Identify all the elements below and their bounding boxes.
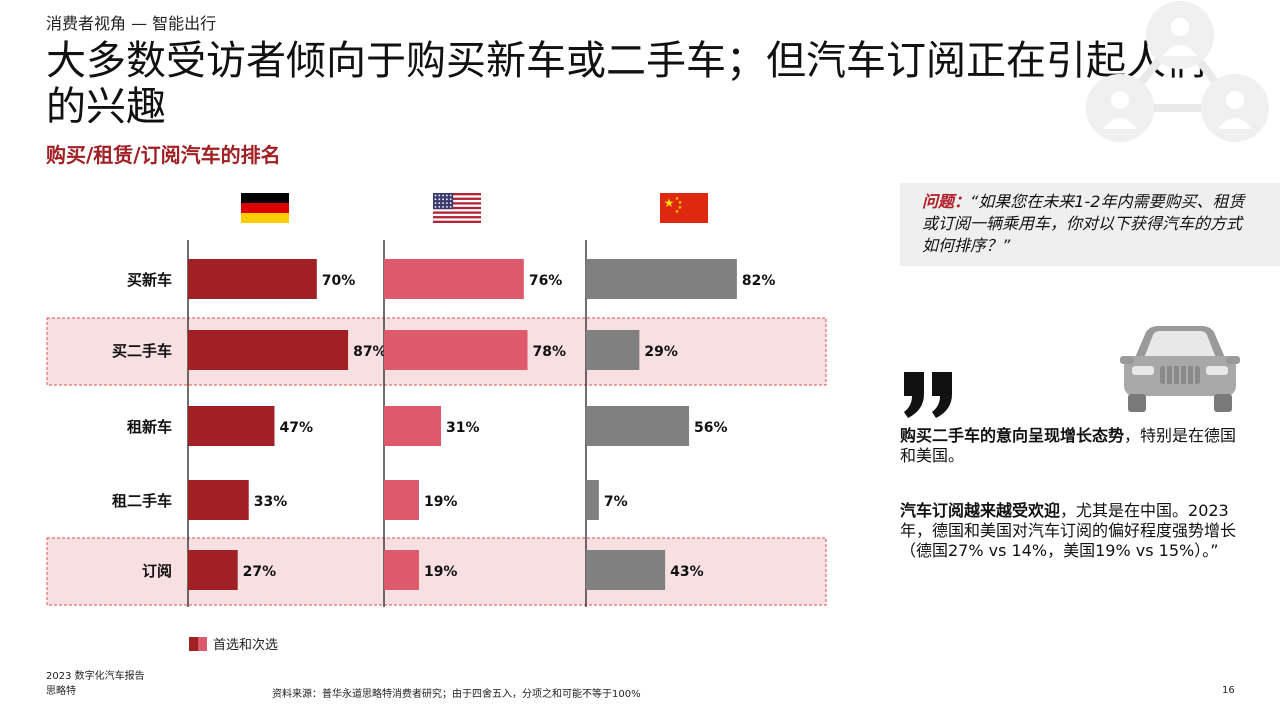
usa-flag-stripe [433, 193, 481, 196]
value-label-china-4: 7% [604, 494, 628, 510]
page-title: 大多数受访者倾向于购买新车或二手车；但汽车订阅正在引起人们的兴趣 [46, 38, 1206, 130]
bar-usa-3 [384, 406, 442, 446]
value-label-germany-2: 87% [353, 344, 387, 360]
insight-used-car: 购买二手车的意向呈现增长态势，特别是在德国和美国。 [900, 426, 1240, 466]
network-people-icon [1086, 1, 1269, 142]
germany-flag-black [241, 193, 289, 203]
breadcrumb: 消费者视角 — 智能出行 [46, 14, 217, 33]
china-flag-small-star: ★ [678, 205, 683, 211]
usa-flag-star [446, 202, 448, 204]
china-flag-field [660, 193, 708, 223]
value-label-china-5: 43% [670, 564, 704, 580]
value-label-germany-5: 27% [243, 564, 277, 580]
category-label-4: 租二手车 [112, 492, 172, 510]
usa-flag-star [438, 194, 441, 197]
value-label-usa-1: 76% [529, 273, 563, 289]
value-label-usa-4: 19% [424, 494, 458, 510]
chart-legend: 首选和次选 [189, 634, 278, 653]
china-flag-small-star: ★ [678, 200, 683, 206]
bar-germany-2 [188, 330, 349, 370]
bar-germany-5 [188, 550, 238, 590]
usa-flag-stripe [433, 216, 481, 219]
value-label-germany-3: 47% [279, 420, 313, 436]
bar-china-3 [586, 406, 690, 446]
value-label-usa-3: 31% [446, 420, 480, 436]
bar-germany-3 [188, 406, 275, 446]
usa-flag-star [434, 198, 437, 201]
germany-flag-gold [241, 213, 289, 223]
category-label-5: 订阅 [142, 562, 172, 580]
question-text: 问题：“如果您在未来1-2年内需要购买、租赁或订阅一辆乘用车，你对以下获得汽车的… [922, 191, 1252, 257]
usa-flag-stripe [433, 220, 481, 223]
bar-germany-4 [188, 480, 249, 520]
usa-flag-star [449, 202, 452, 204]
report-publisher: 思略特 [46, 686, 76, 697]
insight-used-car-bold: 购买二手车的意向呈现增长态势 [900, 426, 1125, 445]
bar-china-1 [586, 259, 737, 299]
usa-flag-stripe [433, 202, 481, 205]
category-label-2: 买二手车 [112, 342, 172, 360]
insight-subscription: 汽车订阅越来越受欢迎，尤其是在中国。2023年，德国和美国对汽车订阅的偏好程度强… [900, 501, 1245, 561]
usa-flag-star [434, 202, 437, 204]
usa-flag-star [449, 198, 452, 201]
question-box [900, 183, 1280, 266]
bar-china-2 [586, 330, 640, 370]
china-flag-small-star: ★ [675, 209, 680, 215]
page-number: 16 [1222, 685, 1235, 696]
category-label-1: 买新车 [127, 271, 172, 289]
usa-flag-star [442, 202, 444, 204]
value-label-germany-1: 70% [322, 273, 356, 289]
bar-usa-1 [384, 259, 524, 299]
germany-flag-red [241, 203, 289, 213]
bar-germany-1 [188, 259, 317, 299]
usa-flag-star [446, 206, 448, 208]
usa-flag-star [446, 194, 448, 197]
usa-flag-stripe [433, 197, 481, 200]
bar-china-4 [586, 480, 599, 520]
value-label-usa-2: 78% [533, 344, 567, 360]
value-label-germany-4: 33% [254, 494, 288, 510]
bar-china-5 [586, 550, 666, 590]
usa-flag-star [449, 194, 452, 197]
usa-flag-star [442, 198, 444, 201]
ranking-bar-chart: ★ ★★★★买新车买二手车租新车租二手车订阅70%87%47%33%27%76%7… [46, 193, 827, 607]
legend-label: 首选和次选 [213, 638, 279, 653]
usa-flag-star [438, 198, 441, 201]
question-body: “如果您在未来1-2年内需要购买、租赁或订阅一辆乘用车，你对以下获得汽车的方式如… [922, 192, 1245, 255]
insight-subscription-rest: ，尤其是在中国。2023年，德国和美国对汽车订阅的偏好程度强势增长（德国27% … [900, 501, 1237, 560]
usa-flag-star [449, 206, 452, 208]
bar-usa-5 [384, 550, 419, 590]
usa-flag-canton [433, 193, 454, 210]
usa-flag-star [438, 206, 441, 208]
usa-flag-stripe [433, 211, 481, 214]
car-icon [1120, 326, 1240, 412]
bar-usa-2 [384, 330, 528, 370]
report-info: 2023 数字化汽车报告 思略特 [46, 669, 145, 699]
value-label-china-1: 82% [742, 273, 776, 289]
report-title: 2023 数字化汽车报告 [46, 671, 145, 682]
usa-flag-star [434, 194, 437, 197]
usa-flag-star [442, 194, 444, 197]
source-note: 资料来源：普华永道思略特消费者研究；由于四舍五入，分项之和可能不等于100% [272, 689, 641, 700]
insight-subscription-bold: 汽车订阅越来越受欢迎 [900, 501, 1061, 520]
usa-flag-star [446, 198, 448, 201]
bar-usa-4 [384, 480, 419, 520]
insight-used-car-rest: ，特别是在德国和美国。 [900, 426, 1237, 465]
usa-flag-stripe [433, 206, 481, 210]
chart-subtitle: 购买/租赁/订阅汽车的排名 [46, 143, 281, 167]
china-flag-small-star: ★ [675, 196, 680, 202]
usa-flag-star [442, 206, 444, 208]
question-label: 问题： [922, 192, 971, 211]
usa-flag-star [434, 206, 437, 208]
highlight-band-5 [46, 537, 827, 606]
value-label-china-2: 29% [644, 344, 678, 360]
value-label-usa-5: 19% [424, 564, 458, 580]
value-label-china-3: 56% [694, 420, 728, 436]
usa-flag-star [438, 202, 441, 204]
quote-mark-icon [904, 372, 952, 418]
china-flag-big-star: ★ [664, 196, 675, 210]
category-label-3: 租新车 [127, 418, 172, 436]
legend-swatch [189, 636, 207, 651]
